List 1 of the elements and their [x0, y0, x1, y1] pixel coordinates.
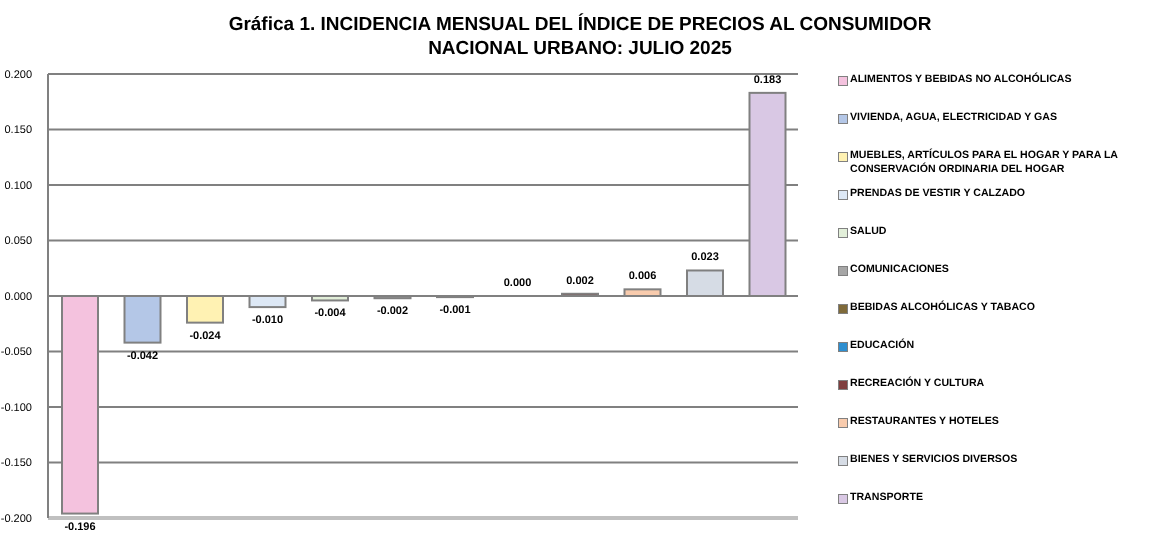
- chart-title: Gráfica 1. INCIDENCIA MENSUAL DEL ÍNDICE DE PRECIOS AL CONSUMIDOR NACIONAL URBANO: JULIO 2025: [226, 14, 934, 62]
